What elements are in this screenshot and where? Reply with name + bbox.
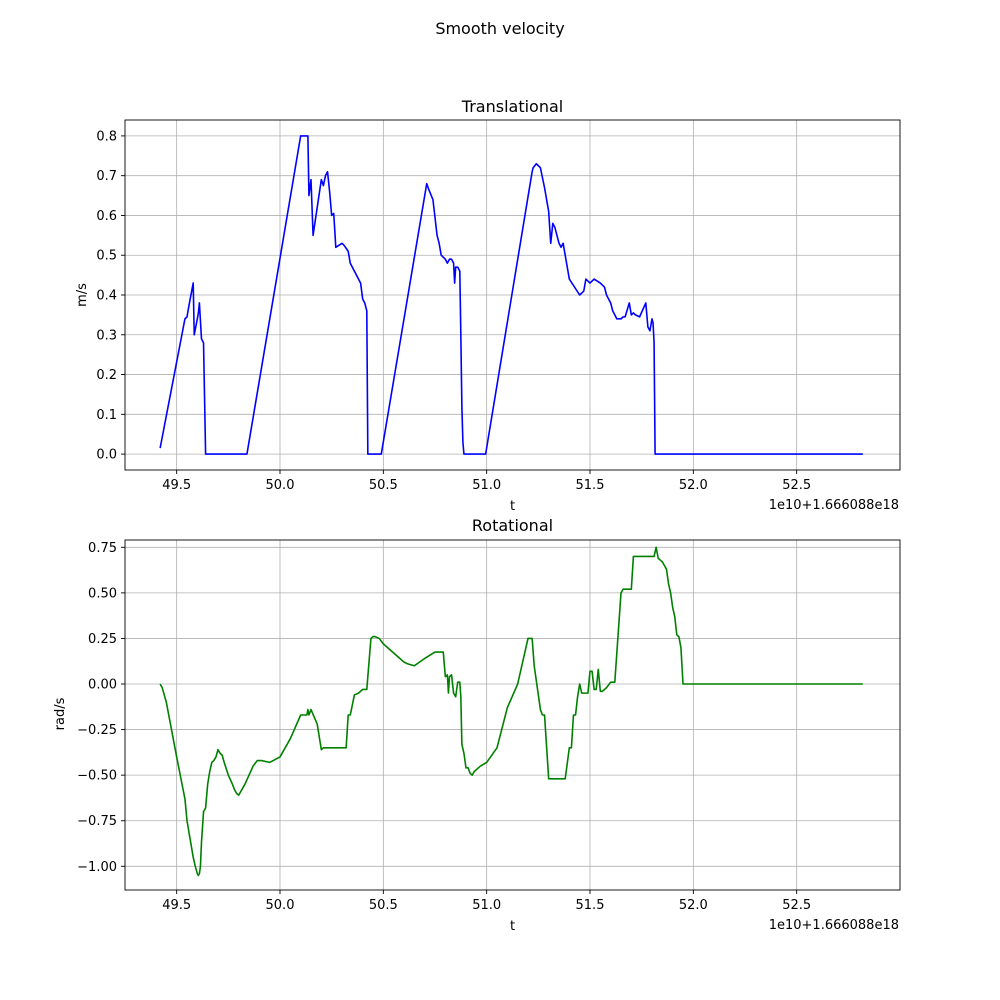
- translational-ytick-label: 0.8: [96, 129, 117, 144]
- rotational-offset-label: 1e10+1.666088e18: [769, 918, 899, 933]
- translational-ytick-label: 0.3: [96, 328, 117, 343]
- figure-title: Smooth velocity: [435, 19, 564, 38]
- rotational-xlabel: t: [510, 919, 515, 934]
- rotational-ytick-label: −0.50: [77, 769, 117, 784]
- rotational-xtick-label: 51.0: [472, 898, 501, 913]
- rotational-xtick-label: 52.0: [679, 898, 708, 913]
- translational-ytick-label: 0.5: [96, 249, 117, 264]
- rotational-xtick-label: 50.5: [369, 898, 398, 913]
- translational-xtick-label: 52.0: [679, 478, 708, 493]
- rotational-xtick-label: 51.5: [576, 898, 605, 913]
- translational-xtick-label: 50.5: [369, 478, 398, 493]
- rotational-ytick-label: 0.00: [88, 678, 117, 693]
- translational-xtick-label: 51.5: [576, 478, 605, 493]
- translational-ytick-label: 0.7: [96, 169, 117, 184]
- rotational-ytick-label: 0.25: [88, 632, 117, 647]
- rotational-xtick-label: 49.5: [162, 898, 191, 913]
- rotational-ytick-label: −1.00: [77, 860, 117, 875]
- rotational-axes-frame: [124, 539, 901, 891]
- rotational-xtick-label: 52.5: [782, 898, 811, 913]
- translational-ytick-label: 0.1: [96, 408, 117, 423]
- translational-ylabel: m/s: [75, 283, 90, 307]
- translational-ytick-label: 0.6: [96, 209, 117, 224]
- translational-xtick-label: 49.5: [162, 478, 191, 493]
- translational-series-line: [159, 135, 863, 455]
- translational-panel: Translational t m/s 1e10+1.666088e18 49.…: [75, 97, 901, 514]
- rotational-series-line: [159, 546, 863, 877]
- rotational-ytick-label: −0.25: [77, 723, 117, 738]
- rotational-title: Rotational: [472, 516, 553, 535]
- translational-xtick-label: 52.5: [782, 478, 811, 493]
- translational-ytick-label: 0.4: [96, 289, 117, 304]
- rotational-panel: Rotational t rad/s 1e10+1.666088e18 49.5…: [53, 516, 901, 934]
- translational-offset-label: 1e10+1.666088e18: [769, 498, 899, 513]
- translational-title: Translational: [461, 97, 563, 116]
- rotational-xtick-label: 50.0: [266, 898, 295, 913]
- rotational-ytick-label: 0.50: [88, 586, 117, 601]
- translational-xtick-label: 51.0: [472, 478, 501, 493]
- translational-xtick-label: 50.0: [266, 478, 295, 493]
- translational-ytick-label: 0.2: [96, 368, 117, 383]
- translational-ytick-label: 0.0: [96, 448, 117, 463]
- rotational-ytick-label: −0.75: [77, 814, 117, 829]
- translational-xlabel: t: [510, 499, 515, 514]
- rotational-ylabel: rad/s: [53, 697, 68, 730]
- rotational-ytick-label: 0.75: [88, 541, 117, 556]
